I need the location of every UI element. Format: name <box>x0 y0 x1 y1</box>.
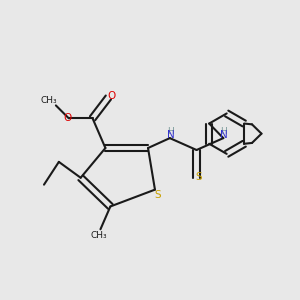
Text: N: N <box>167 130 175 140</box>
Text: S: S <box>196 172 202 182</box>
Text: CH₃: CH₃ <box>91 231 107 240</box>
Text: H: H <box>167 127 173 136</box>
Text: O: O <box>107 91 116 101</box>
Text: S: S <box>154 190 160 200</box>
Text: CH₃: CH₃ <box>40 97 57 106</box>
Text: H: H <box>220 127 227 136</box>
Text: N: N <box>220 130 228 140</box>
Text: O: O <box>63 113 71 123</box>
